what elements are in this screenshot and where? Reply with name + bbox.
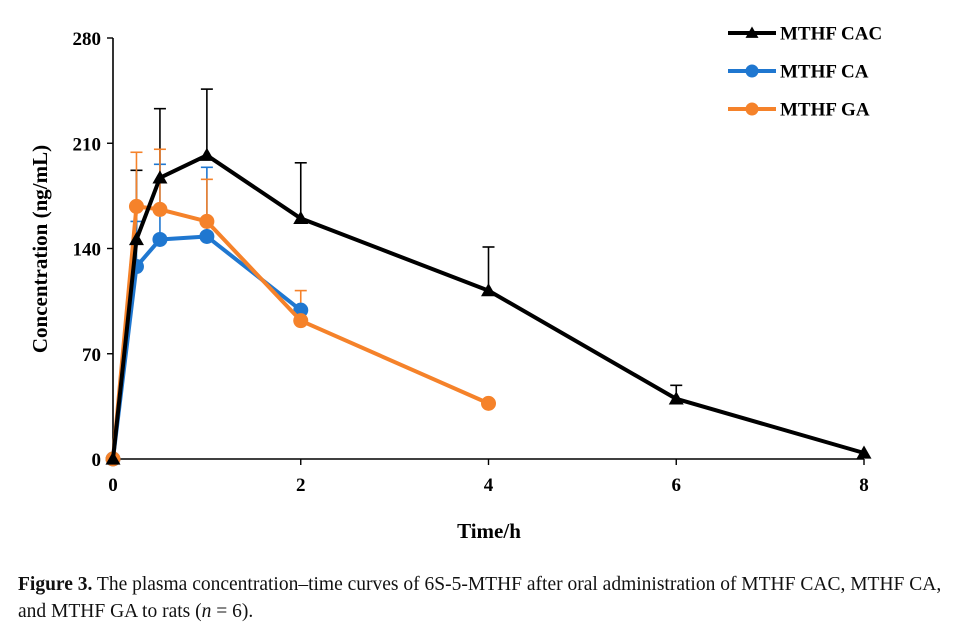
- y-ticks: 0 70 140 210 280: [73, 29, 113, 471]
- x-tick-label: 2: [296, 475, 306, 496]
- figure-caption: Figure 3. The plasma concentration–time …: [18, 571, 948, 625]
- data-point-mthf-ga: [128, 198, 144, 214]
- axes: 0 70 140 210 280 0 2 4 6 8: [73, 29, 869, 496]
- caption-n-symbol: n: [201, 601, 212, 622]
- y-tick-label: 280: [73, 29, 102, 50]
- y-tick-label: 210: [73, 134, 102, 155]
- data-point-mthf-ga: [199, 213, 215, 229]
- y-tick-label: 140: [73, 240, 102, 261]
- x-tick-label: 4: [484, 475, 494, 496]
- data-point-mthf-cac: [128, 231, 144, 246]
- series-mthf-ca: [105, 228, 309, 467]
- caption-label: Figure 3.: [18, 574, 93, 595]
- legend-item-mthf-cac: MTHF CAC: [728, 24, 882, 45]
- data-point-mthf-ca: [152, 231, 168, 247]
- y-axis-title: Concentration (ng/mL): [28, 145, 52, 353]
- data-point-mthf-ca: [199, 228, 215, 244]
- data-point-mthf-cac: [668, 391, 684, 405]
- legend-item-mthf-ga: MTHF GA: [728, 100, 870, 121]
- x-tick-label: 6: [672, 475, 682, 496]
- series-line-mthf-ga: [111, 204, 490, 460]
- x-axis-title: Time/h: [457, 519, 521, 543]
- data-point-mthf-cac: [199, 147, 215, 161]
- caption-text: The plasma concentration–time curves of …: [18, 574, 942, 622]
- y-tick-label: 0: [92, 450, 102, 471]
- x-ticks: 0 2 4 6 8: [108, 459, 869, 496]
- legend-item-mthf-ca: MTHF CA: [728, 62, 869, 83]
- pk-line-chart: 0 70 140 210 280 0 2 4 6 8 Concentration (ng/mL)…: [28, 24, 882, 544]
- series-mthf-ga: [105, 198, 496, 467]
- legend-label: MTHF GA: [780, 100, 870, 121]
- x-tick-label: 8: [859, 475, 869, 496]
- data-point-mthf-cac: [152, 170, 168, 184]
- error-bar-mthf-ga: [130, 151, 143, 207]
- data-point-mthf-cac: [481, 283, 496, 297]
- series-mthf-cac: [105, 147, 872, 465]
- data-point-mthf-cac: [293, 210, 309, 225]
- y-tick-label: 70: [82, 345, 101, 366]
- caption-text-end: = 6).: [211, 601, 254, 622]
- data-point-mthf-ga: [293, 313, 309, 329]
- error-bar-mthf-cac: [294, 161, 307, 219]
- series-line-mthf-cac: [111, 153, 865, 460]
- legend-label: MTHF CA: [780, 62, 869, 83]
- legend-label: MTHF CAC: [780, 24, 882, 45]
- series-layer: [105, 147, 872, 467]
- legend: MTHF CAC MTHF CA MTHF GA: [728, 24, 882, 121]
- legend-marker: [745, 26, 759, 38]
- legend-marker: [745, 102, 759, 116]
- data-point-mthf-cac: [105, 451, 121, 465]
- data-point-mthf-ga: [481, 395, 496, 411]
- data-point-mthf-cac: [856, 445, 872, 459]
- x-tick-label: 0: [108, 475, 118, 496]
- legend-marker: [745, 64, 759, 78]
- data-point-mthf-ga: [152, 201, 168, 217]
- error-bar-mthf-cac: [200, 88, 213, 156]
